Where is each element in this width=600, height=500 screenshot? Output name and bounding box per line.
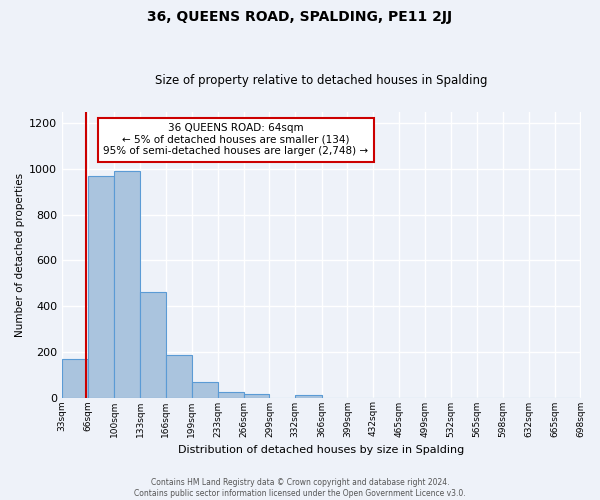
Text: 36 QUEENS ROAD: 64sqm
← 5% of detached houses are smaller (134)
95% of semi-deta: 36 QUEENS ROAD: 64sqm ← 5% of detached h… [103, 123, 368, 156]
Bar [218, 392, 244, 398]
Text: 36, QUEENS ROAD, SPALDING, PE11 2JJ: 36, QUEENS ROAD, SPALDING, PE11 2JJ [148, 10, 452, 24]
Bar [295, 395, 322, 398]
Bar [62, 358, 88, 398]
Bar [140, 292, 166, 398]
Bar [166, 355, 191, 398]
Bar [191, 382, 218, 398]
Title: Size of property relative to detached houses in Spalding: Size of property relative to detached ho… [155, 74, 488, 87]
Bar [88, 176, 115, 398]
Text: Contains HM Land Registry data © Crown copyright and database right 2024.
Contai: Contains HM Land Registry data © Crown c… [134, 478, 466, 498]
Bar [244, 394, 269, 398]
X-axis label: Distribution of detached houses by size in Spalding: Distribution of detached houses by size … [178, 445, 464, 455]
Bar [115, 171, 140, 398]
Y-axis label: Number of detached properties: Number of detached properties [15, 172, 25, 336]
